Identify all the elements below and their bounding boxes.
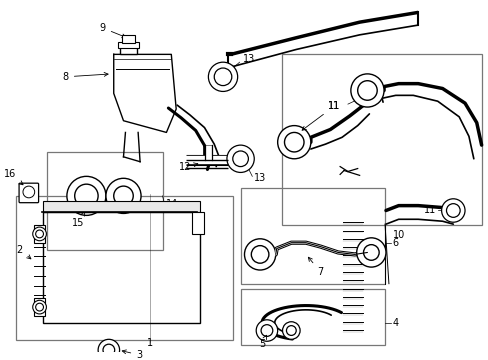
Circle shape — [214, 68, 231, 86]
Text: 15: 15 — [72, 212, 84, 228]
Bar — [118, 42, 139, 48]
Circle shape — [75, 184, 98, 208]
Circle shape — [357, 81, 376, 100]
Text: 14: 14 — [166, 199, 178, 209]
Bar — [191, 212, 203, 234]
Bar — [281, 54, 481, 225]
Text: 10: 10 — [392, 230, 404, 240]
Bar — [122, 35, 135, 42]
Circle shape — [67, 176, 106, 215]
Bar — [34, 225, 45, 243]
Circle shape — [244, 239, 275, 270]
Text: 1: 1 — [146, 338, 153, 348]
Bar — [47, 152, 162, 249]
Bar — [16, 196, 232, 340]
Circle shape — [356, 238, 385, 267]
Text: 13: 13 — [242, 54, 254, 64]
Circle shape — [103, 344, 115, 356]
Text: 16: 16 — [4, 170, 23, 185]
Circle shape — [33, 300, 46, 314]
Text: 4: 4 — [392, 318, 398, 328]
Text: 2: 2 — [17, 244, 31, 259]
Bar — [43, 201, 199, 212]
Circle shape — [350, 74, 383, 107]
Polygon shape — [114, 54, 176, 132]
Circle shape — [286, 326, 296, 336]
Circle shape — [256, 320, 277, 341]
Text: 11: 11 — [423, 206, 435, 216]
Text: 3: 3 — [122, 350, 142, 360]
Circle shape — [36, 303, 43, 311]
Bar — [120, 45, 137, 54]
Circle shape — [226, 145, 254, 172]
Bar — [240, 188, 384, 284]
Text: 5: 5 — [259, 335, 266, 349]
Circle shape — [282, 322, 300, 339]
Circle shape — [441, 199, 464, 222]
Text: 6: 6 — [392, 238, 398, 248]
Text: 12: 12 — [179, 162, 197, 172]
Circle shape — [232, 151, 248, 167]
Circle shape — [36, 230, 43, 238]
Circle shape — [363, 245, 378, 260]
Text: 11: 11 — [302, 101, 340, 130]
Circle shape — [98, 339, 120, 360]
Bar — [240, 289, 384, 345]
Circle shape — [284, 132, 304, 152]
Circle shape — [261, 325, 272, 336]
Circle shape — [33, 227, 46, 241]
Text: 13: 13 — [254, 173, 266, 183]
Bar — [43, 212, 199, 323]
FancyBboxPatch shape — [19, 183, 39, 203]
Circle shape — [208, 62, 237, 91]
Text: 9: 9 — [100, 23, 125, 38]
Circle shape — [277, 126, 310, 159]
Bar — [34, 298, 45, 316]
Text: 7: 7 — [308, 257, 323, 277]
Circle shape — [114, 186, 133, 206]
Circle shape — [23, 186, 35, 198]
Text: 8: 8 — [62, 72, 108, 82]
Circle shape — [106, 178, 141, 213]
Circle shape — [446, 204, 459, 217]
Circle shape — [251, 246, 268, 263]
Text: 11: 11 — [328, 101, 340, 111]
